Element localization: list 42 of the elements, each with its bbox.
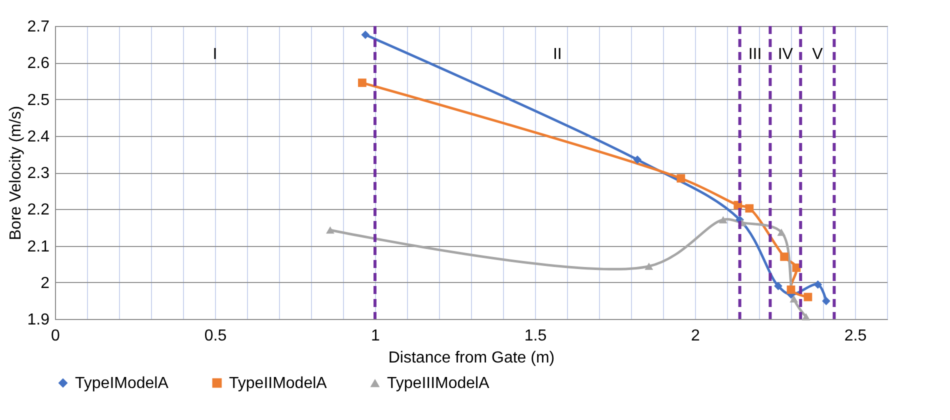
point (326, 226, 334, 234)
y-tick-label: 2.6 (27, 55, 50, 72)
point (786, 286, 796, 294)
point (822, 296, 830, 306)
x-tick-label: 0.5 (204, 328, 227, 344)
annotation: II (552, 46, 562, 63)
y-tick-label: 1.9 (27, 312, 50, 328)
y-tick-label: 2.2 (27, 202, 50, 219)
x-tick-label: 1.5 (524, 328, 547, 344)
y-tick-label: 2.3 (27, 165, 50, 182)
point (804, 292, 812, 302)
point (676, 174, 686, 183)
point (745, 204, 754, 213)
x-tick-label: 2 (691, 328, 700, 344)
y-tick-label: 2.4 (27, 128, 50, 146)
annotation: V (812, 46, 824, 63)
point (814, 280, 822, 289)
y-axis-title: Bore Velocity (m/s) (7, 106, 24, 240)
point (790, 295, 798, 302)
legend-label: TypeIIModelA (229, 375, 328, 392)
y-tick-label: 2 (40, 274, 50, 292)
annotation: IV (778, 46, 794, 63)
point (802, 313, 810, 320)
point (361, 30, 370, 39)
x-tick-label: 1 (371, 328, 380, 344)
annotation: I (212, 46, 218, 63)
x-tick-label: 2.5 (844, 328, 867, 344)
x-tick-label: 0 (51, 328, 60, 344)
point (774, 282, 782, 290)
point (718, 216, 728, 224)
y-tick-label: 2.7 (27, 18, 50, 36)
legend-label: TypeIModelA (75, 375, 169, 392)
point (633, 156, 642, 164)
point (358, 78, 366, 87)
point (780, 252, 788, 261)
point (777, 228, 786, 236)
legend-label: TypeIIIModelA (387, 375, 490, 392)
y-tick-label: 2.5 (27, 92, 50, 109)
x-axis-title: Distance from Gate (m) (388, 350, 555, 366)
annotation: III (748, 46, 762, 63)
y-tick-label: 2.1 (27, 238, 50, 256)
point (644, 262, 654, 270)
